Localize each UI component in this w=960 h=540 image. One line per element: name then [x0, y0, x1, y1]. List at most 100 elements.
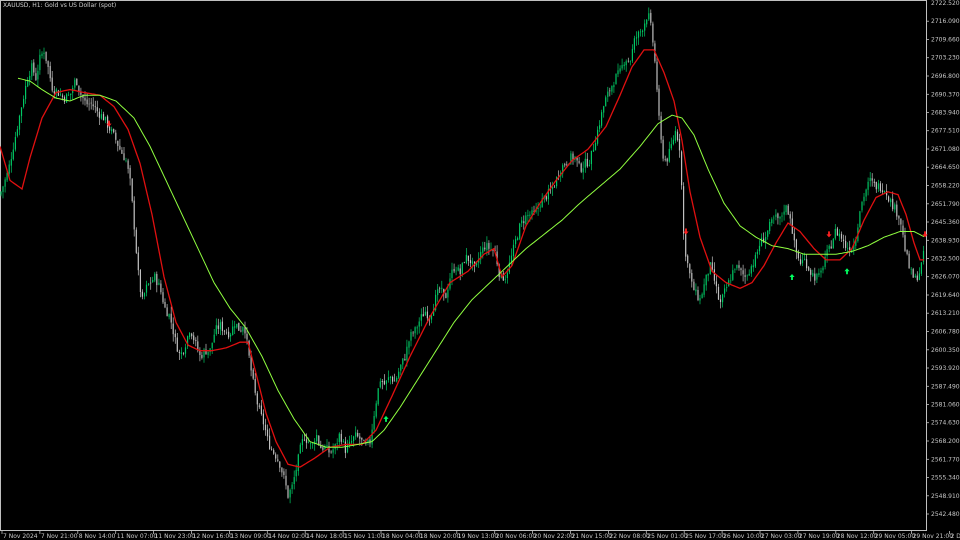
candle [14, 131, 16, 152]
candle [670, 137, 672, 151]
candle [818, 268, 820, 278]
candle [111, 126, 113, 135]
candle [355, 426, 357, 440]
candle [488, 240, 490, 255]
candle [666, 157, 668, 166]
candle [719, 294, 722, 309]
candle [260, 399, 262, 416]
candle [576, 157, 578, 167]
candle [100, 109, 102, 120]
candle [562, 163, 564, 178]
candle [291, 482, 293, 494]
candle [369, 435, 371, 448]
candle [74, 77, 76, 91]
candle [240, 326, 242, 333]
candle [88, 97, 90, 111]
candle [609, 87, 611, 97]
candle [139, 269, 141, 298]
candle [164, 298, 166, 309]
time-tick-label: 8 Nov 14:00 [79, 533, 116, 540]
candle [394, 373, 396, 382]
candle [12, 142, 14, 161]
candle [266, 424, 269, 441]
candle [629, 60, 631, 66]
candle [154, 271, 156, 283]
candle [838, 229, 840, 241]
candle [740, 267, 742, 276]
time-tick-label: 14 Nov 02:00 [268, 533, 309, 540]
candle [525, 211, 527, 227]
candle [228, 327, 230, 340]
candle [771, 217, 773, 227]
candle [273, 448, 275, 455]
candle [699, 294, 701, 305]
candle [25, 80, 27, 104]
candle [295, 464, 297, 482]
candle [640, 28, 642, 37]
candle [910, 267, 912, 275]
time-tick-label: 19 Nov 13:00 [458, 533, 499, 540]
time-tick-label: 2 Dec 05:00 [951, 533, 960, 540]
candle [207, 351, 209, 359]
candle [301, 434, 303, 452]
price-tick-label: 2555.340 [931, 475, 960, 482]
candle [736, 264, 738, 271]
time-tick-label: 29 Nov 21:00 [913, 533, 954, 540]
candle [586, 152, 588, 168]
candle [189, 332, 191, 340]
candle [191, 332, 193, 340]
candle [765, 231, 767, 249]
time-tick-label: 25 Nov 17:00 [685, 533, 726, 540]
candle [758, 240, 761, 255]
candle [697, 286, 699, 302]
candle [117, 140, 119, 152]
candle [691, 269, 693, 288]
candle [437, 284, 439, 302]
candle [832, 238, 834, 249]
candle [47, 60, 49, 75]
candle [174, 329, 176, 344]
candle [664, 155, 666, 162]
price-tick-label: 2709.660 [931, 37, 960, 44]
candle [310, 442, 312, 450]
candle [215, 318, 217, 336]
candle [894, 202, 896, 213]
candle [775, 209, 777, 221]
candle [467, 255, 469, 266]
candle [658, 84, 660, 121]
chart-title: XAUUSD, H1: Gold vs US Dollar (spot) [3, 2, 116, 9]
candle [683, 182, 685, 240]
candle [359, 433, 361, 446]
candle [402, 358, 404, 369]
candle [601, 109, 603, 128]
candle [195, 337, 197, 347]
candle [605, 95, 607, 107]
candle [293, 470, 295, 490]
candle [715, 274, 717, 294]
candle [551, 181, 554, 196]
sell-arrow-icon [106, 120, 112, 127]
candle [594, 136, 597, 151]
buy-arrow-icon [844, 268, 850, 275]
candle [480, 246, 482, 265]
candle [828, 244, 830, 253]
candle [166, 304, 168, 317]
time-tick-label: 27 Nov 03:00 [761, 533, 802, 540]
candle [459, 264, 461, 281]
candle [845, 235, 847, 251]
candle [137, 246, 139, 276]
signal-arrows [106, 120, 928, 422]
candle [789, 211, 791, 226]
time-tick-label: 27 Nov 19:00 [799, 533, 840, 540]
candle [724, 284, 726, 298]
candle [445, 292, 447, 299]
candle [707, 273, 709, 282]
time-tick-label: 29 Nov 05:00 [875, 533, 916, 540]
candle [625, 59, 627, 72]
candle [285, 469, 287, 490]
candle [217, 318, 219, 334]
candle [0, 191, 2, 197]
candle [70, 93, 72, 101]
candle [521, 216, 523, 227]
